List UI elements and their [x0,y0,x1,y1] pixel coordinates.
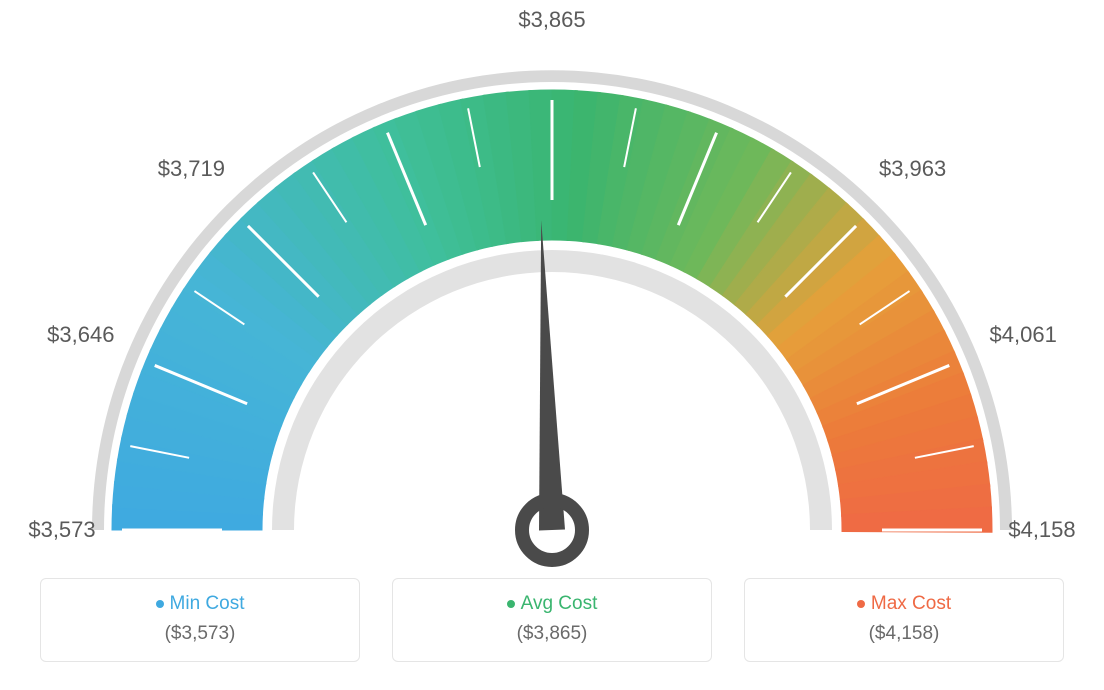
legend-avg-title: Avg Cost [411,593,693,615]
legend-max-value: ($4,158) [763,623,1045,645]
legend-min: Min Cost ($3,573) [40,578,360,662]
legend-max-title: Max Cost [763,593,1045,615]
scale-label: $3,573 [28,517,95,543]
legend-max: Max Cost ($4,158) [744,578,1064,662]
scale-label: $3,865 [518,7,585,33]
legend-avg-label: Avg Cost [521,593,598,614]
legend-max-label: Max Cost [871,593,951,614]
legend-avg: Avg Cost ($3,865) [392,578,712,662]
legend-min-title: Min Cost [59,593,341,615]
legend-row: Min Cost ($3,573) Avg Cost ($3,865) Max … [0,578,1104,662]
scale-label: $4,158 [1008,517,1075,543]
legend-min-dot [156,600,164,608]
scale-label: $4,061 [990,322,1057,348]
legend-min-value: ($3,573) [59,623,341,645]
scale-label: $3,719 [158,156,225,182]
legend-avg-dot [507,600,515,608]
legend-min-label: Min Cost [170,593,245,614]
scale-label: $3,963 [879,156,946,182]
scale-label: $3,646 [47,322,114,348]
legend-avg-value: ($3,865) [411,623,693,645]
legend-max-dot [857,600,865,608]
gauge-chart: $3,573 $3,646 $3,719 $3,865 $3,963 $4,061 $4,1… [0,0,1104,690]
